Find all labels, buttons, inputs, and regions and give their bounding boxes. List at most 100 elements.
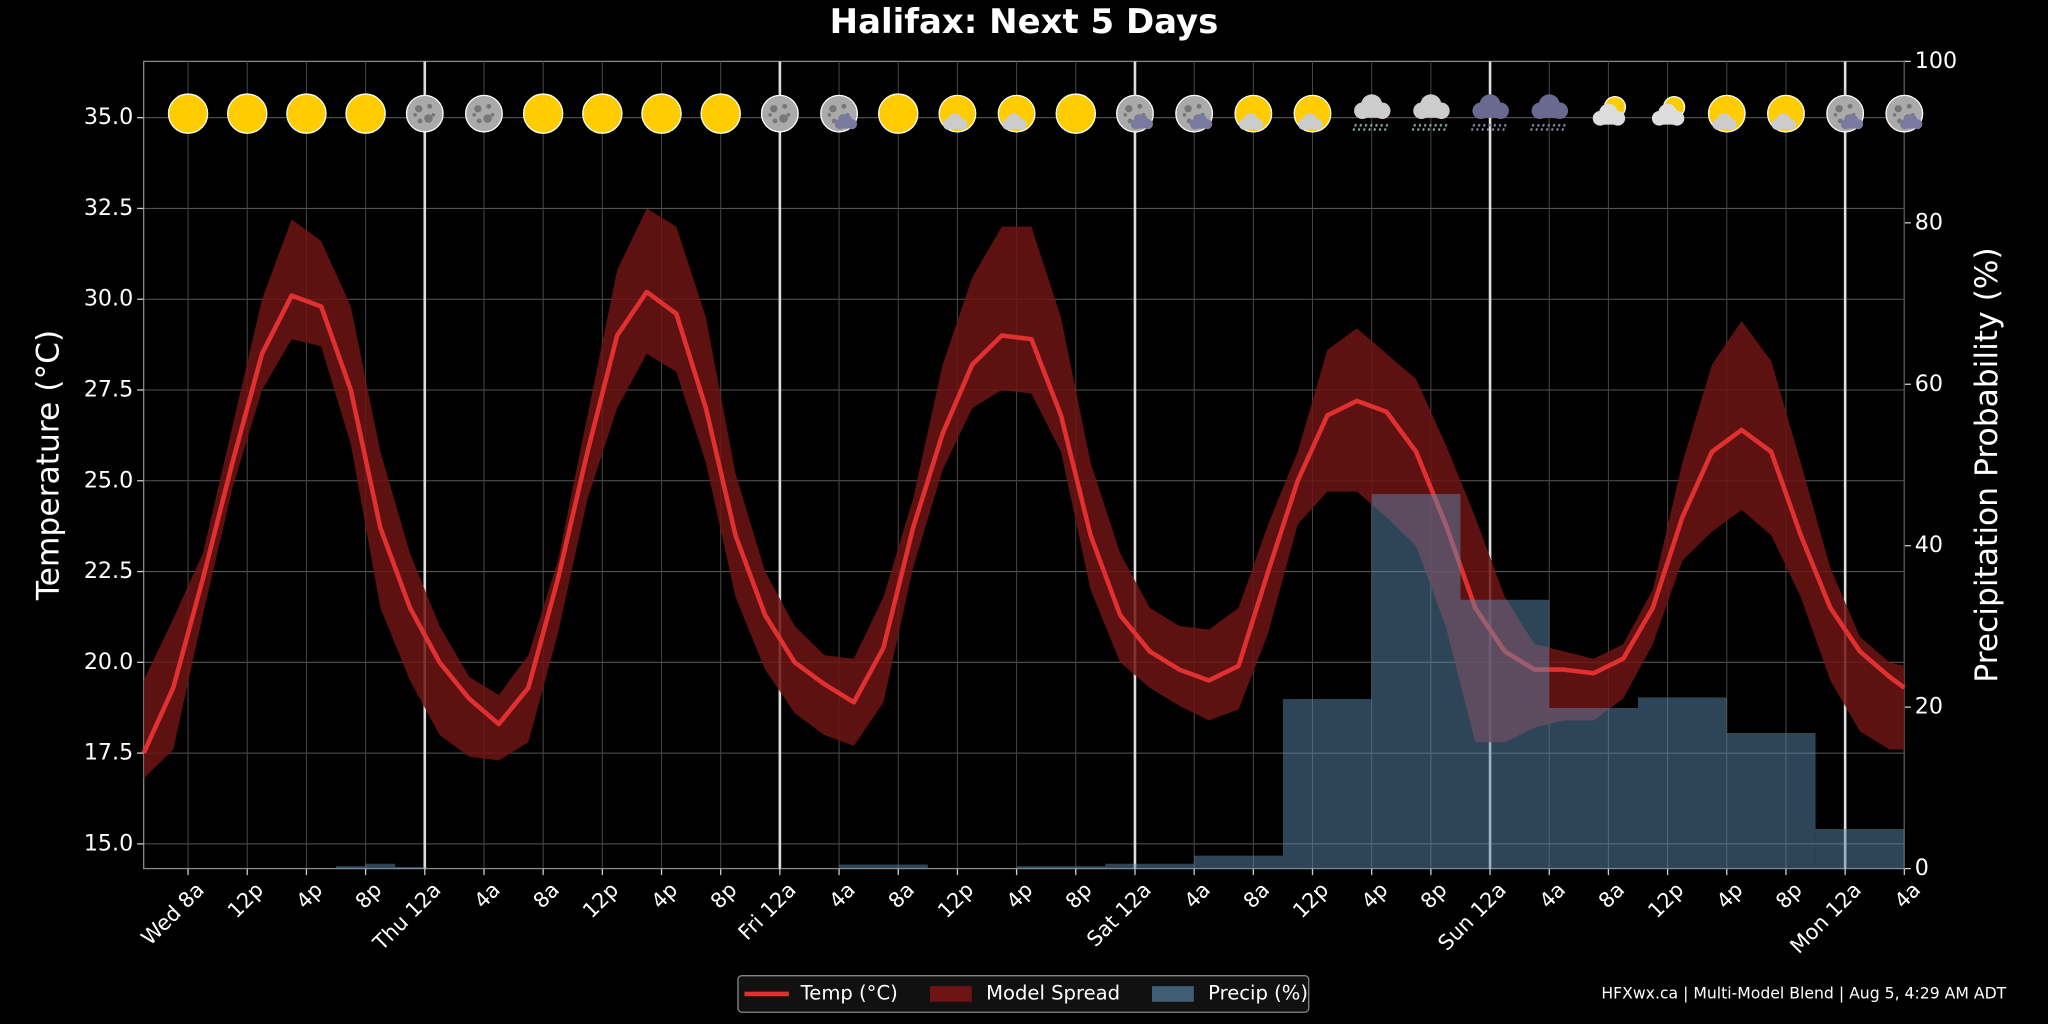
moon-crater: [413, 113, 417, 117]
rain-icon: [1550, 123, 1556, 131]
x-tick-label: 4p: [1712, 878, 1748, 914]
rain-icon: [1411, 123, 1417, 131]
rain-icon: [1561, 123, 1566, 131]
rain-icon: [1437, 123, 1443, 131]
x-tick-label: 8p: [1416, 878, 1452, 914]
moon-crater: [786, 113, 791, 117]
x-tick-label: 12p: [223, 878, 268, 923]
precip-bar: [1282, 699, 1372, 869]
x-tick-label: 4a: [469, 878, 504, 913]
moon-crater: [772, 118, 778, 124]
rain-icon: [1470, 123, 1476, 131]
rain-icon: [1362, 123, 1368, 131]
y-tick-label: 30.0: [84, 286, 133, 312]
y-tick-label: 25.0: [84, 467, 133, 493]
y2-tick-label: 40: [1915, 532, 1943, 558]
sun-icon: [1055, 93, 1097, 134]
precip-bar: [1726, 732, 1816, 869]
x-tick-label: Fri 12a: [734, 878, 801, 945]
moon-crater: [490, 113, 495, 117]
x-tick-label: Sat 12a: [1082, 878, 1156, 952]
cloud-icon: [1841, 122, 1862, 129]
y2-axis-label: Precipitation Probability (%): [1969, 247, 2005, 683]
rain-icon: [1383, 123, 1389, 131]
moon-crater: [1125, 105, 1133, 113]
precip-bar: [1371, 494, 1461, 869]
x-tick-label: 12p: [1643, 878, 1688, 923]
cloud-icon: [1414, 108, 1448, 118]
moon-crater: [1835, 105, 1843, 113]
y2-tick-label: 80: [1915, 209, 1943, 235]
moon-crater: [1833, 113, 1838, 117]
y2-tick-label: 20: [1915, 694, 1943, 720]
rain-icon: [1373, 123, 1378, 131]
x-tick-label: 8a: [529, 878, 564, 913]
rain-icon: [1535, 123, 1540, 131]
legend-label: Model Spread: [986, 981, 1120, 1004]
y-tick-label: 32.5: [84, 195, 133, 221]
precip-bar: [1105, 863, 1195, 869]
cloud-icon: [835, 122, 856, 129]
moon-crater: [417, 118, 423, 124]
y-tick-label: 20.0: [84, 649, 133, 675]
moon-crater: [431, 113, 436, 117]
rain-icon: [1540, 123, 1545, 131]
y-tick-label: 15.0: [84, 830, 133, 856]
moon-crater: [782, 103, 788, 109]
sun-icon: [522, 93, 564, 134]
legend-box: [737, 975, 1310, 1013]
precip-bar: [336, 866, 366, 869]
moon-crater: [827, 113, 832, 117]
rain-icon: [1545, 123, 1551, 131]
rain-icon: [1476, 123, 1481, 131]
moon-crater: [424, 114, 433, 123]
moon-crater: [1894, 105, 1902, 113]
cloud-icon: [1772, 122, 1795, 130]
rain-icon: [1416, 123, 1422, 131]
rain-icon: [1530, 123, 1535, 131]
precip-bar: [395, 866, 425, 869]
moon-crater: [1847, 103, 1853, 109]
y2-tick-label: 100: [1915, 48, 1957, 74]
precip-bar: [1016, 866, 1106, 869]
x-tick-label: 4a: [1890, 878, 1925, 913]
moon-crater: [472, 113, 477, 117]
legend: Temp (°C) Model Spread Precip (%): [737, 975, 1310, 1013]
x-tick-label: 4p: [1357, 878, 1393, 914]
rain-icon: [1556, 123, 1561, 131]
moon-crater: [483, 114, 492, 123]
sun-icon: [345, 93, 386, 134]
rain-icon: [1496, 123, 1502, 131]
y-axis-label: Temperature (°C): [31, 330, 67, 601]
moon-crater: [1137, 103, 1143, 109]
rain-icon: [1491, 123, 1497, 131]
rain-icon: [1422, 123, 1427, 131]
y2-tick-label: 0: [1915, 855, 1929, 881]
x-tick-label: 12p: [1288, 878, 1333, 923]
cloud-icon: [1652, 116, 1683, 125]
cloud-icon: [1473, 108, 1507, 118]
x-tick-label: 4a: [1180, 878, 1215, 913]
rain-icon: [1368, 123, 1373, 131]
x-tick-label: 12p: [578, 878, 623, 923]
sun-icon: [582, 93, 623, 134]
precip-bar: [1194, 855, 1283, 869]
moon-crater: [779, 114, 788, 123]
moon-crater: [427, 103, 433, 109]
cloud-icon: [1713, 122, 1736, 130]
precip-bar: [1549, 707, 1639, 869]
rain-icon: [1443, 123, 1448, 131]
legend-swatch: [1152, 986, 1194, 1002]
sun-icon: [226, 93, 268, 134]
moon-icon: [405, 94, 444, 133]
moon-crater: [829, 105, 837, 113]
x-tick-label: 8p: [1771, 878, 1807, 914]
x-tick-label: 12p: [933, 878, 978, 923]
rain-icon: [1378, 123, 1384, 131]
sun-icon: [641, 93, 682, 134]
moon-crater: [770, 105, 778, 113]
sun-icon: [877, 93, 919, 134]
legend-label: Temp (°C): [800, 981, 898, 1004]
precip-bar: [365, 863, 396, 869]
